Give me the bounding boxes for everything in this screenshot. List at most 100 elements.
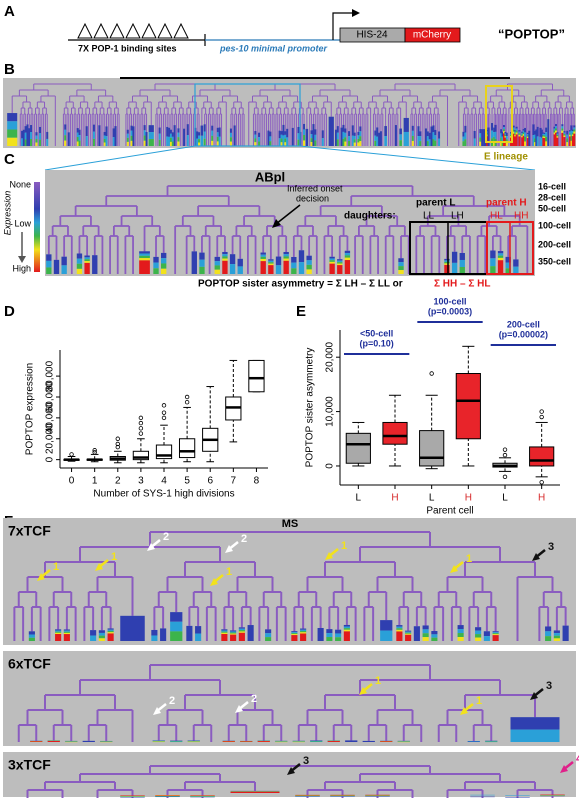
expression: [300, 628, 307, 630]
expression: [170, 612, 183, 622]
expression: [170, 621, 183, 632]
expression: [310, 142, 313, 146]
expression: [561, 126, 564, 129]
expression: [379, 131, 382, 146]
expression: [545, 141, 548, 146]
expression: [238, 632, 245, 641]
expression: [292, 741, 305, 743]
expression: [545, 636, 552, 641]
expression: [310, 740, 323, 741]
onset-label: Inferred onset: [287, 183, 343, 193]
expression: [501, 136, 504, 142]
expression: [483, 636, 490, 641]
annotation-arrowhead: [450, 565, 458, 573]
annotation-arrowhead: [532, 553, 540, 561]
expression: [222, 260, 228, 274]
expression: [470, 794, 495, 796]
expression: [168, 127, 171, 137]
color-scale: [34, 182, 40, 272]
expression: [55, 629, 62, 631]
expression: [430, 126, 433, 146]
expression: [139, 255, 150, 259]
expression: [569, 134, 572, 137]
outlier: [184, 394, 190, 400]
outlier: [138, 431, 144, 436]
expression: [120, 796, 145, 798]
expression: [438, 131, 441, 139]
y-tick-label: 40,000: [45, 402, 56, 433]
expression: [571, 136, 574, 146]
expression: [85, 136, 88, 146]
expression: [280, 134, 283, 139]
expression: [275, 256, 282, 266]
expression: [542, 132, 545, 134]
expression: [505, 797, 530, 798]
annotation-label: 1: [476, 695, 482, 707]
expression: [82, 740, 95, 742]
expression: [254, 134, 257, 139]
expression: [30, 741, 43, 742]
expression: [444, 264, 450, 274]
expression: [521, 131, 524, 134]
expression: [553, 638, 560, 641]
expression: [405, 630, 412, 632]
expression: [283, 251, 289, 255]
box: [132, 450, 150, 461]
expression: [120, 795, 145, 797]
expression: [198, 132, 201, 136]
expression: [459, 266, 465, 274]
expression: [310, 740, 323, 742]
reporter-name: “POPTOP”: [498, 26, 565, 41]
expression: [533, 131, 536, 135]
onset-arrowhead: [272, 219, 281, 228]
expression: [398, 258, 404, 263]
expression: [500, 137, 503, 142]
expression: [570, 125, 573, 131]
expression: [298, 262, 305, 274]
expression: [98, 630, 105, 633]
scale-axis-label: Expression: [2, 191, 12, 236]
expression: [359, 126, 362, 132]
outlier: [539, 414, 544, 420]
expression: [536, 126, 539, 137]
expression: [84, 259, 90, 262]
expression: [573, 129, 576, 132]
expression: [524, 132, 527, 137]
abpl-title: ABpl: [255, 169, 285, 184]
expression: [84, 261, 90, 263]
expression: [522, 130, 525, 133]
expression: [199, 266, 205, 274]
ms-tree: [13, 531, 569, 641]
expression: [105, 126, 108, 137]
expression: [238, 631, 245, 633]
expression: [542, 135, 545, 137]
formula-red: Σ HH – Σ HL: [434, 279, 490, 290]
expression: [505, 795, 530, 796]
expression: [107, 632, 114, 634]
expression: [171, 132, 174, 137]
abpl-tree: [46, 185, 529, 274]
expression: [483, 631, 490, 637]
expression: [426, 131, 429, 137]
expression: [365, 795, 390, 796]
x-tick-label: 8: [254, 476, 260, 487]
expression: [195, 626, 202, 634]
annotation-label: 2: [241, 533, 247, 545]
expression: [486, 129, 489, 132]
expression: [462, 136, 465, 142]
expression: [297, 133, 300, 140]
expression: [280, 142, 283, 146]
expression: [357, 138, 360, 143]
e-lineage-label: E lineage: [484, 152, 528, 163]
expression: [203, 131, 206, 139]
expression: [428, 132, 431, 140]
expression: [230, 634, 237, 641]
expression: [457, 637, 464, 641]
e-lineage-highlight: [485, 85, 513, 143]
expression: [64, 135, 67, 141]
expression: [295, 795, 320, 797]
expression: [569, 133, 572, 135]
expression: [380, 741, 393, 742]
expression: [343, 629, 350, 632]
